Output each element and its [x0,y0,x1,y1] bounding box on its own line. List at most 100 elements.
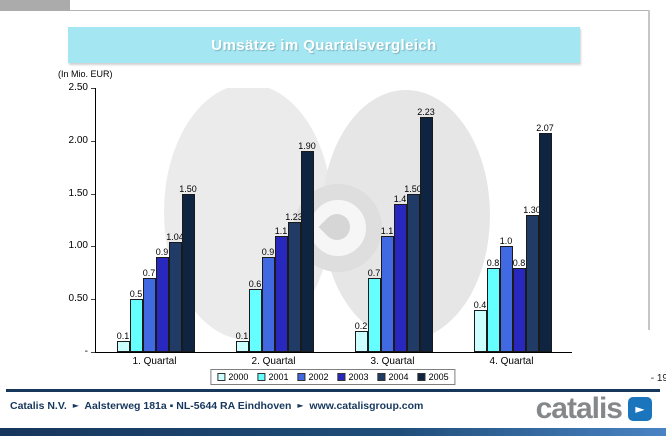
catalis-logo-text: catalis [535,392,623,425]
bar-value-label: 0.7 [367,268,381,278]
y-tick-mark [91,140,95,142]
y-tick-mark [91,88,95,89]
bar-2002-q3: 1.1 [380,226,394,352]
footer-website: www.catalisgroup.com [309,400,424,412]
y-tick-mark [91,193,95,195]
bar-2004-q2: 1.23 [285,212,303,352]
bar-2002-q2: 0.9 [261,247,275,352]
bar-value-label: 2.07 [536,123,554,133]
footer-divider [6,389,660,392]
x-axis-labels: 1. Quartal 2. Quartal 3. Quartal 4. Quartal [95,356,571,367]
footer-address: Aalsterweg 181a ▪ NL-5644 RA Eindhoven [84,400,292,412]
chart-title: Umsätze im Quartalsvergleich [211,36,437,54]
slide-edge-shadow-right [648,10,650,330]
legend-item-2004: 2004 [377,372,409,382]
y-tick-label: 2.00 [68,134,88,146]
bar-value-label: 1.1 [380,226,394,236]
legend-item-2002: 2002 [297,372,329,382]
legend-label: 2002 [308,372,329,382]
bar-value-label: 1.50 [404,184,422,194]
bar-group-q2: 0.1 0.6 0.9 1.1 1.23 1.90 [215,88,334,352]
chart-legend: 2000 2001 2002 2003 2004 2005 [210,369,456,385]
legend-swatch [377,373,386,381]
footer-arrow-icon: ► [72,401,79,410]
bar-2001-q1: 0.5 [129,289,143,352]
bar-2001-q4: 0.8 [486,258,500,352]
bar-value-label: 0.2 [354,321,368,331]
bar-value-label: 1.04 [166,232,184,242]
bar-2000-q4: 0.4 [473,300,487,352]
y-axis: 2.50 2.00 1.50 1.00 0.50 - [55,82,95,357]
bar-2003-q3: 1.4 [393,194,407,352]
slide-edge-shadow-top [70,10,649,11]
legend-swatch [297,373,306,381]
bar-value-label: 0.7 [142,268,156,278]
bar-value-label: 1.30 [523,205,541,215]
bar-2005-q2: 1.90 [298,141,316,352]
chart-title-banner: Umsätze im Quartalsvergleich [68,27,580,63]
bar-value-label: 0.6 [248,279,262,289]
bar-2001-q3: 0.7 [367,268,381,352]
bar-2001-q2: 0.6 [248,279,262,352]
bar-2004-q3: 1.50 [404,184,422,352]
bar-value-label: 0.9 [155,247,169,257]
legend-swatch [217,373,226,381]
bar-2002-q1: 0.7 [142,268,156,352]
bar-2000-q3: 0.2 [354,321,368,352]
bar-value-label: 1.4 [393,194,407,204]
y-tick-label: 0.50 [68,293,88,305]
y-tick-label: 2.50 [68,82,88,93]
bar-group-q3: 0.2 0.7 1.1 1.4 1.50 2.23 [334,88,453,352]
bar-value-label: 0.9 [261,247,275,257]
bar-value-label: 1.23 [285,212,303,222]
bar-value-label: 0.1 [116,331,130,341]
bar-2002-q4: 1.0 [499,236,513,352]
legend-label: 2001 [268,372,289,382]
bar-value-label: 2.23 [417,107,435,117]
bar-2000-q2: 0.1 [235,331,249,352]
bar-value-label: 0.1 [235,331,249,341]
y-tick-mark [91,246,95,248]
bar-2004-q4: 1.30 [523,205,541,352]
bar-2005-q1: 1.50 [179,184,197,352]
bar-value-label: 1.0 [499,236,513,246]
y-tick-mark [91,299,95,301]
footer-arrow-icon: ► [297,401,304,410]
y-tick-label: 1.00 [68,240,88,252]
x-axis-label: 2. Quartal [251,356,296,367]
catalis-play-icon: ► [628,397,652,421]
plot-area: 0.1 0.5 0.7 0.9 1.04 1.50 0.1 0.6 0.9 1.1 1.23 1.90… [95,88,572,353]
x-axis-label: 4. Quartal [489,356,534,367]
bar-2003-q4: 0.8 [512,258,526,352]
y-tick-label: - [84,346,88,357]
legend-item-2000: 2000 [217,372,248,382]
bar-value-label: 1.50 [179,184,197,194]
legend-item-2005: 2005 [417,372,449,382]
unit-label: (In Mio. EUR) [58,69,113,79]
bar-2003-q1: 0.9 [155,247,169,352]
bar-group-q4: 0.4 0.8 1.0 0.8 1.30 2.07 [453,88,572,352]
bar-group-q1: 0.1 0.5 0.7 0.9 1.04 1.50 [96,88,215,352]
bar-value-label: 0.5 [129,289,143,299]
bar-2005-q3: 2.23 [417,107,435,352]
bar-value-label: 1.90 [298,141,316,151]
legend-swatch [337,373,346,381]
bar-value-label: 0.4 [473,300,487,310]
bar-value-label: 0.8 [486,258,500,268]
legend-item-2001: 2001 [257,372,288,382]
bar-2004-q1: 1.04 [166,232,184,352]
bar-2000-q1: 0.1 [116,331,130,352]
y-tick-mark [91,352,95,353]
bar-value-label: 1.1 [274,226,288,236]
footer-text: Catalis N.V. ► Aalsterweg 181a ▪ NL-5644… [10,400,423,412]
bottom-accent-bar [0,428,666,436]
footer-company: Catalis N.V. [10,400,67,412]
slide-edge-shadow-corner [0,0,70,11]
bar-2003-q2: 1.1 [274,226,288,352]
legend-label: 2005 [428,372,449,382]
legend-swatch [257,373,266,381]
legend-item-2003: 2003 [337,372,369,382]
page-number: - 19 [650,373,666,384]
legend-label: 2000 [228,372,249,382]
